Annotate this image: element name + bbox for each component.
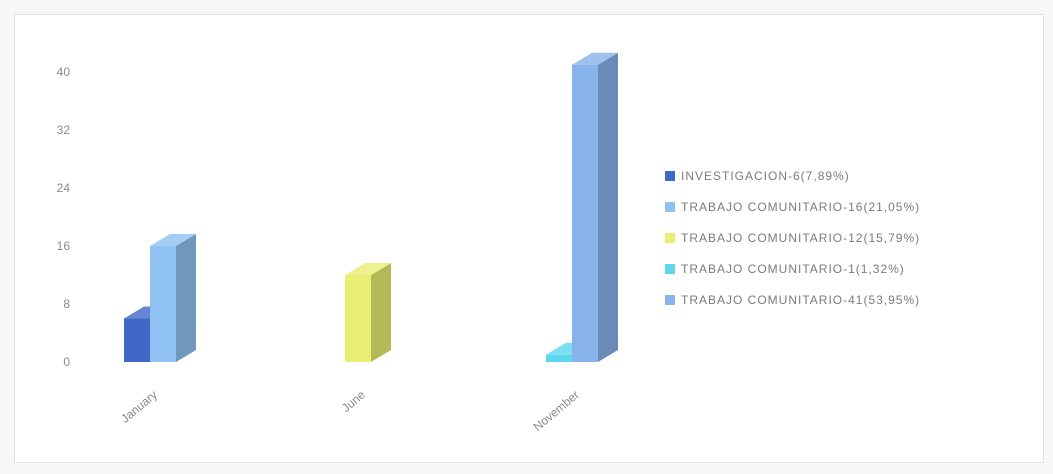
bar — [572, 52, 618, 362]
bar — [345, 263, 391, 362]
legend-swatch — [665, 233, 675, 243]
legend-item: TRABAJO COMUNITARIO-16(21,05%) — [665, 200, 920, 214]
bar-side — [371, 263, 391, 362]
legend-item: TRABAJO COMUNITARIO-12(15,79%) — [665, 231, 920, 245]
legend-label: TRABAJO COMUNITARIO-41(53,95%) — [681, 293, 920, 307]
bar-top — [345, 263, 391, 275]
bar-top — [150, 234, 196, 246]
y-tick-label: 0 — [63, 355, 70, 369]
bar-side — [176, 234, 196, 362]
y-tick-label: 16 — [57, 239, 71, 253]
bar-front — [345, 275, 371, 362]
legend-swatch — [665, 171, 675, 181]
legend-item: TRABAJO COMUNITARIO-1(1,32%) — [665, 262, 905, 276]
legend-label: TRABAJO COMUNITARIO-12(15,79%) — [681, 231, 920, 245]
y-tick-label: 40 — [57, 65, 71, 79]
category-label: January — [118, 388, 160, 426]
category-label: November — [531, 388, 582, 434]
legend-item: TRABAJO COMUNITARIO-41(53,95%) — [665, 293, 920, 307]
bar-front — [124, 318, 150, 362]
bar-front — [546, 354, 572, 362]
legend-label: TRABAJO COMUNITARIO-16(21,05%) — [681, 200, 920, 214]
legend-swatch — [665, 295, 675, 305]
legend-label: TRABAJO COMUNITARIO-1(1,32%) — [681, 262, 905, 276]
bar-front — [150, 246, 176, 362]
y-tick-label: 24 — [57, 181, 71, 195]
legend-item: INVESTIGACION-6(7,89%) — [665, 169, 850, 183]
bar-front — [572, 64, 598, 362]
legend-label: INVESTIGACION-6(7,89%) — [681, 169, 850, 183]
legend-swatch — [665, 202, 675, 212]
bar — [150, 234, 196, 362]
y-tick-label: 32 — [57, 123, 71, 137]
y-tick-label: 8 — [63, 297, 70, 311]
bar-top — [572, 52, 618, 65]
legend-swatch — [665, 264, 675, 274]
category-label: June — [339, 387, 368, 415]
bar-side — [598, 52, 618, 362]
